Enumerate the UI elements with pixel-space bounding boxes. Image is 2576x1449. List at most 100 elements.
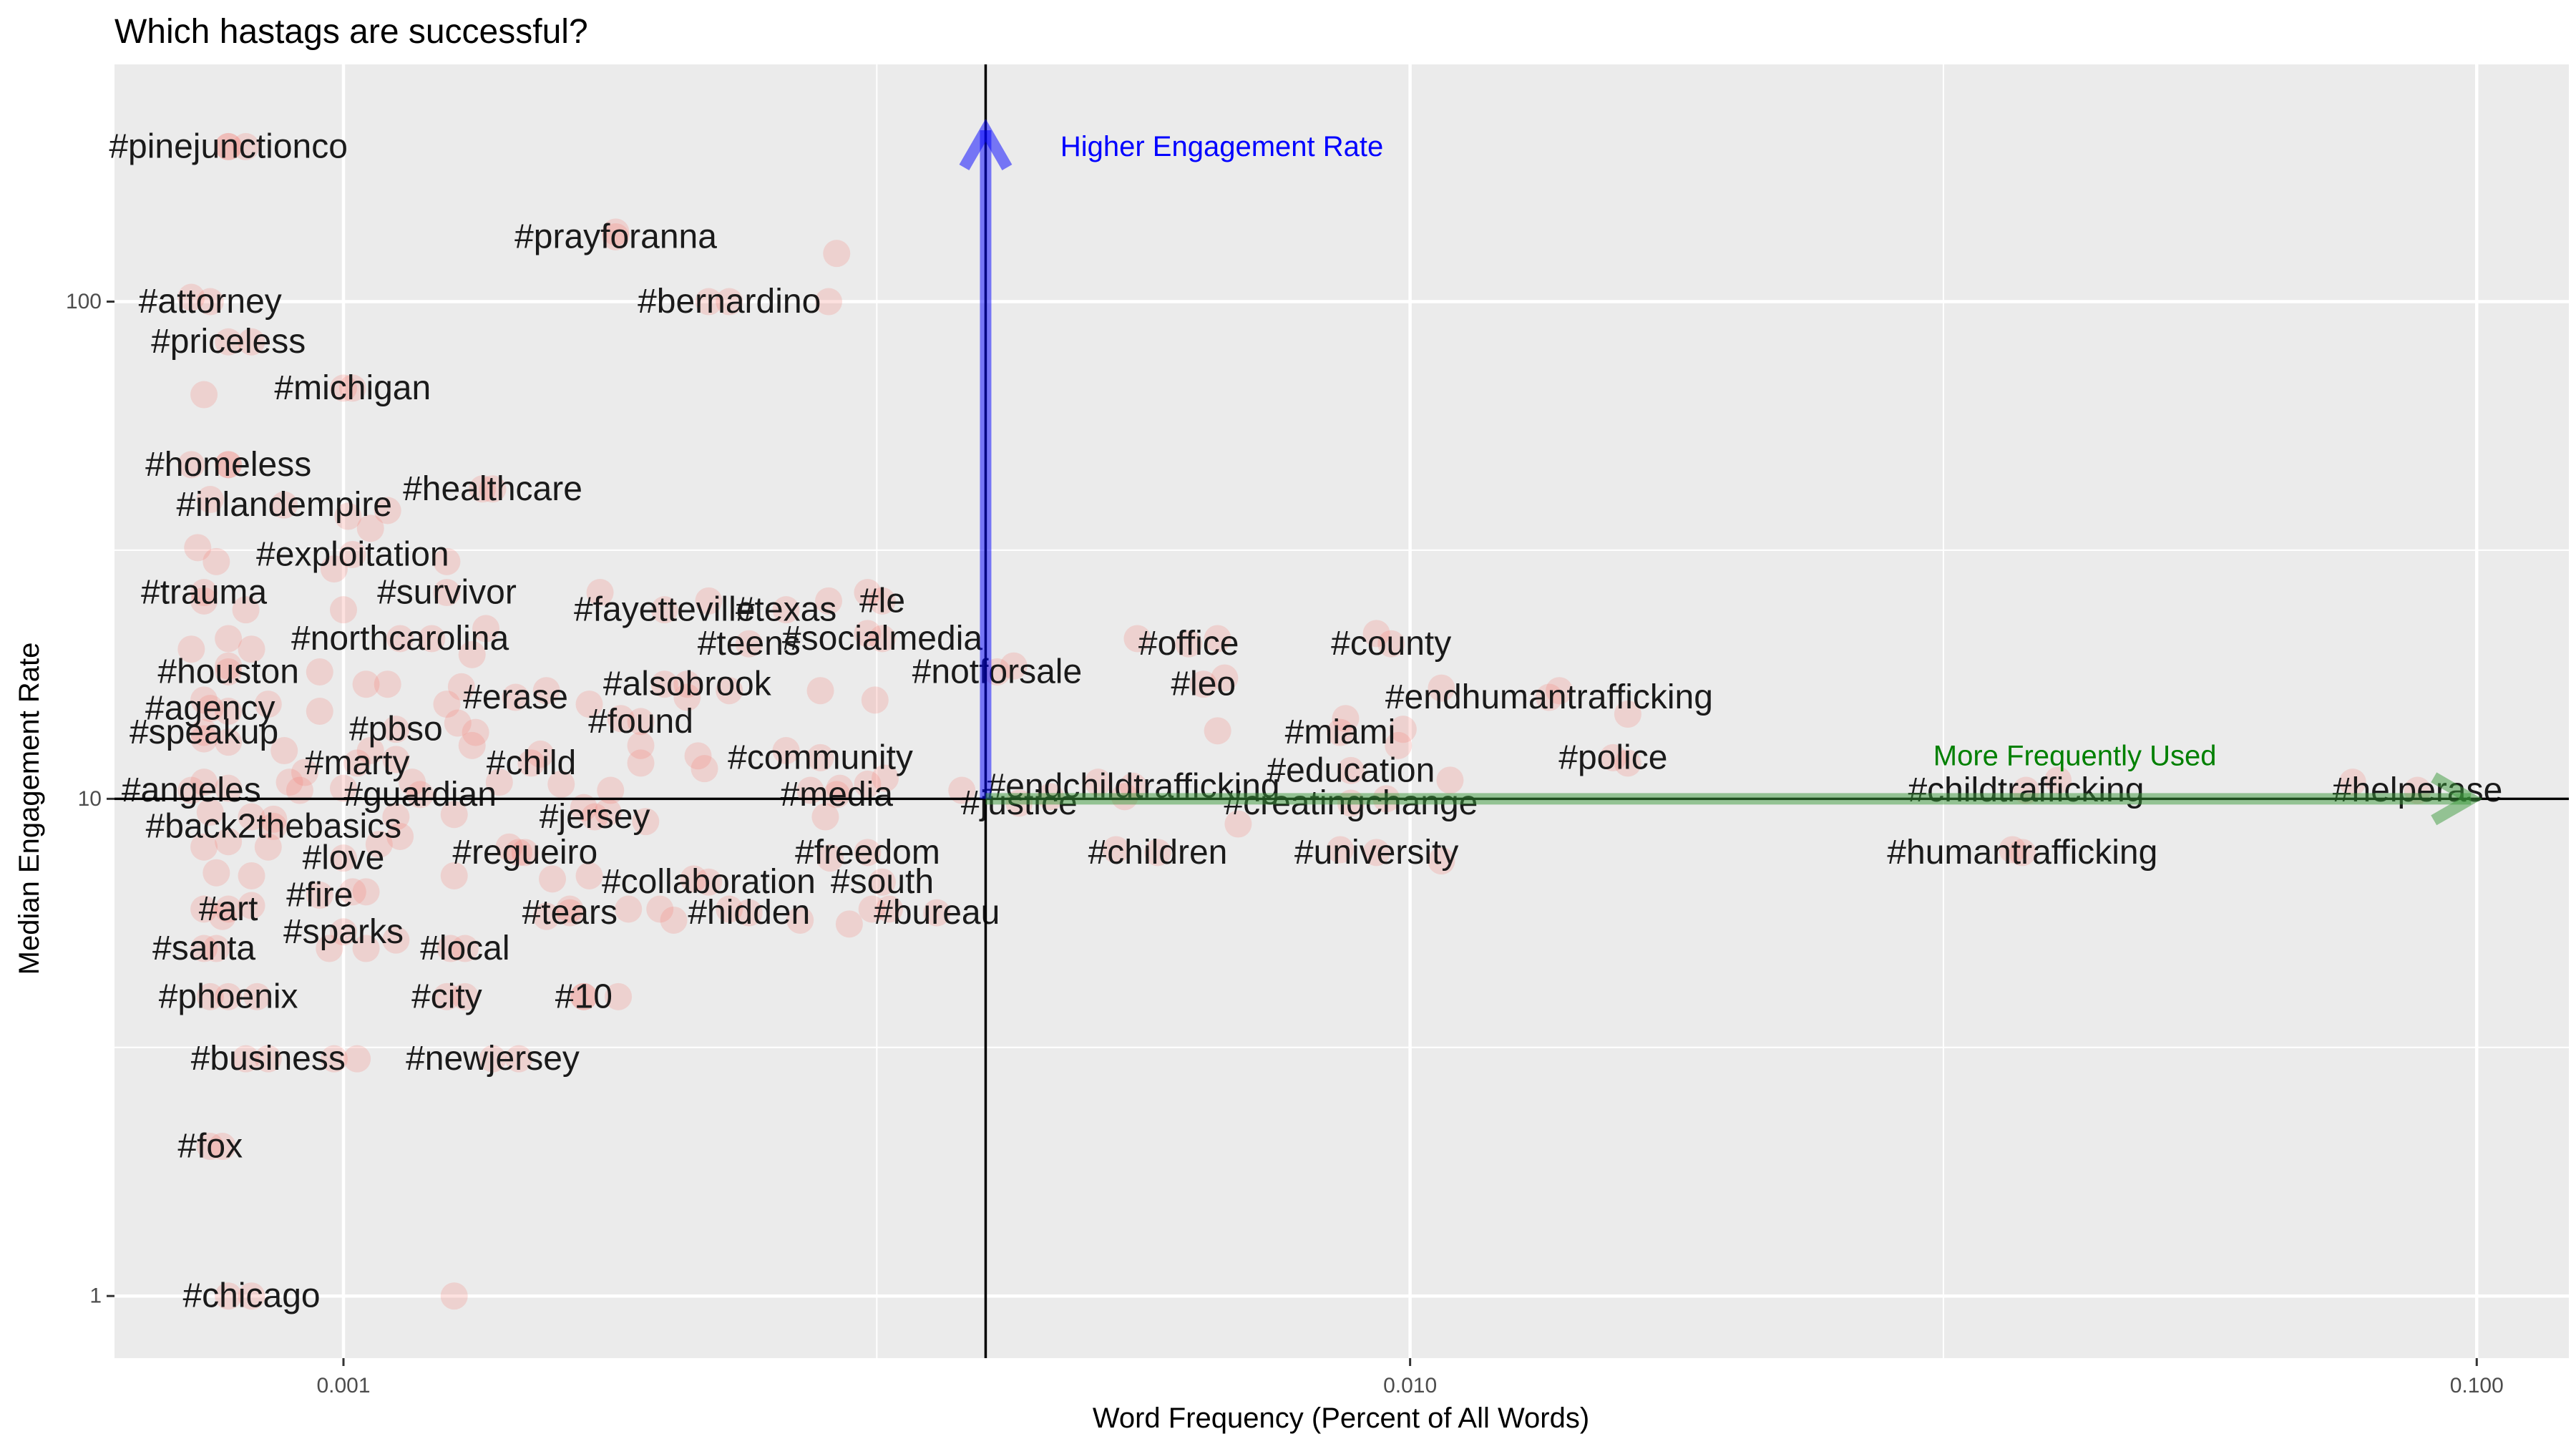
data-point xyxy=(735,899,763,927)
point-label: #child xyxy=(487,744,576,782)
data-point xyxy=(329,918,357,946)
data-point xyxy=(382,926,410,954)
data-point xyxy=(386,625,414,653)
data-point xyxy=(854,579,882,607)
data-point xyxy=(868,587,896,615)
data-point xyxy=(196,1133,224,1161)
data-point xyxy=(196,695,224,723)
data-point xyxy=(1546,677,1574,705)
data-point xyxy=(605,982,633,1010)
data-point xyxy=(835,910,863,938)
point-label: #pinejunctionco xyxy=(109,127,348,165)
data-point xyxy=(1389,716,1417,743)
data-point xyxy=(786,906,814,934)
data-point xyxy=(1362,620,1390,648)
data-point xyxy=(1436,766,1464,794)
annotations-layer: Higher Engagement Rate More Frequently Us… xyxy=(1060,131,2217,771)
point-label: #10 xyxy=(555,977,613,1015)
data-point xyxy=(352,670,380,698)
data-point xyxy=(716,895,743,923)
data-point xyxy=(436,935,464,962)
data-point xyxy=(215,132,243,160)
x-tick-label: 0.001 xyxy=(316,1374,370,1397)
point-label: #phoenix xyxy=(159,977,298,1015)
data-point xyxy=(1535,683,1563,711)
up-arrowhead xyxy=(959,118,1013,170)
data-point xyxy=(575,862,603,889)
data-point xyxy=(868,625,896,653)
data-point xyxy=(868,868,896,896)
data-point xyxy=(190,579,218,607)
data-point xyxy=(215,658,243,686)
point-label: #sparks xyxy=(283,913,404,951)
data-point xyxy=(772,596,800,624)
data-point xyxy=(504,839,532,867)
point-label: #texas xyxy=(736,591,836,629)
data-point xyxy=(260,812,288,840)
point-label: #children xyxy=(1088,834,1228,872)
data-point xyxy=(440,1282,468,1310)
data-point xyxy=(684,742,712,770)
data-point xyxy=(556,899,584,927)
data-point xyxy=(462,718,489,746)
data-point xyxy=(203,935,230,962)
point-label: #fox xyxy=(177,1128,243,1166)
point-label: #homeless xyxy=(145,446,311,484)
data-point xyxy=(447,673,475,701)
data-point xyxy=(923,899,951,927)
x-axis-title: Word Frequency (Percent of All Words) xyxy=(1093,1402,1589,1434)
data-point xyxy=(215,451,243,479)
data-point xyxy=(1614,701,1641,728)
data-point xyxy=(196,799,224,826)
data-point xyxy=(343,749,371,777)
data-point xyxy=(444,709,472,737)
data-point xyxy=(811,803,839,831)
data-point xyxy=(581,803,609,831)
data-point xyxy=(399,769,426,796)
data-point xyxy=(316,935,343,962)
data-point xyxy=(329,374,357,402)
data-point xyxy=(338,540,366,568)
data-point xyxy=(646,895,674,923)
data-point xyxy=(190,769,218,796)
data-point xyxy=(238,892,265,919)
data-point xyxy=(177,283,205,311)
data-point xyxy=(586,579,614,607)
data-point xyxy=(823,781,851,809)
point-label: #michigan xyxy=(274,369,431,407)
data-point xyxy=(502,683,530,711)
data-point xyxy=(602,218,630,246)
points-layer xyxy=(177,132,2431,1310)
data-point xyxy=(433,691,461,718)
data-point xyxy=(270,737,298,765)
point-label: #northcarolina xyxy=(291,620,509,658)
data-point xyxy=(556,895,584,923)
data-point xyxy=(2338,769,2366,796)
point-label: #fire xyxy=(286,877,353,914)
data-point xyxy=(673,683,701,711)
point-label: #city xyxy=(411,977,482,1015)
data-point xyxy=(1326,836,1354,864)
point-label: #angeles xyxy=(122,771,261,809)
data-point xyxy=(575,691,603,718)
point-label: #pbso xyxy=(349,711,443,748)
data-point xyxy=(334,502,362,530)
data-point xyxy=(823,240,851,268)
y-axis-ticks: 1 10 100 xyxy=(66,290,114,1308)
data-point xyxy=(203,859,230,887)
data-point xyxy=(570,982,597,1010)
data-point xyxy=(597,776,625,804)
data-point xyxy=(854,839,882,867)
data-point xyxy=(238,803,265,831)
data-point xyxy=(650,670,678,698)
point-label: #alsobrook xyxy=(603,665,772,703)
point-label: #police xyxy=(1558,738,1667,776)
point-label: #prayforanna xyxy=(514,218,717,255)
point-label: #houston xyxy=(157,653,299,691)
y-tick-label: 100 xyxy=(66,290,102,313)
data-point xyxy=(215,625,243,653)
data-point xyxy=(238,635,265,663)
point-label: #fayetteville xyxy=(574,591,755,629)
data-point xyxy=(451,982,479,1010)
data-point xyxy=(495,833,523,861)
